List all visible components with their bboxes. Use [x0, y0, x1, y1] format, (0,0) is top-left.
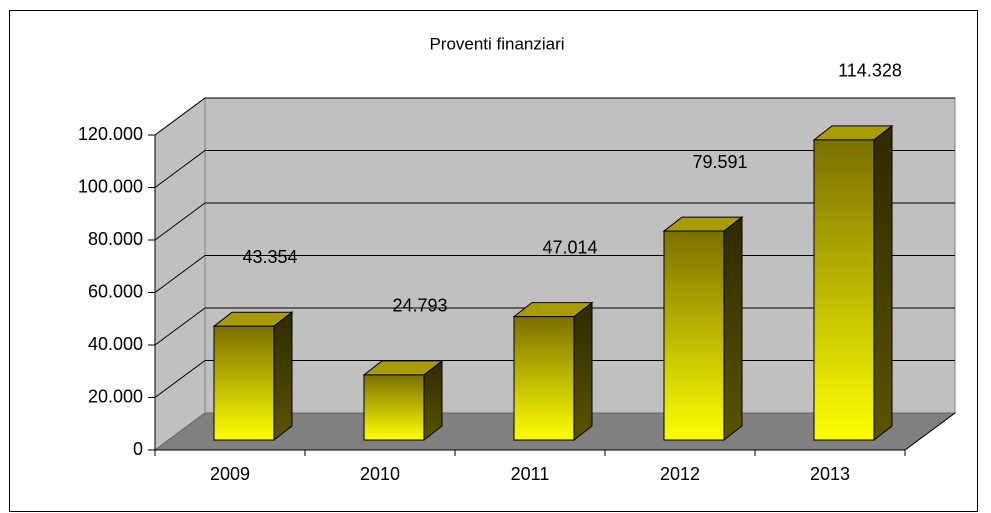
bar-side	[723, 216, 743, 442]
bar-side	[573, 301, 593, 442]
chart-title: Proventi finanziari	[429, 34, 564, 53]
y-tick-label: 0	[133, 439, 143, 459]
y-tick-label: 100.000	[78, 176, 143, 196]
x-tick-label: 2009	[210, 464, 250, 484]
grid-line	[154, 255, 206, 293]
x-tick-label: 2011	[511, 464, 550, 484]
bar	[513, 316, 575, 441]
bar	[213, 325, 275, 441]
value-label: 24.793	[392, 296, 447, 316]
bar	[363, 374, 425, 441]
x-tick-label: 2013	[810, 464, 850, 484]
y-tick-label: 20.000	[88, 386, 143, 406]
grid-line	[154, 97, 206, 136]
x-tick-label: 2012	[660, 464, 700, 484]
grid-line	[154, 150, 206, 188]
value-label: 79.591	[692, 152, 747, 172]
value-label: 114.328	[838, 61, 902, 81]
grid-line	[154, 360, 206, 398]
y-tick-label: 120.000	[78, 124, 143, 144]
x-tick-label: 2010	[360, 464, 400, 484]
y-tick-label: 40.000	[88, 334, 143, 354]
value-label: 47.014	[542, 237, 597, 257]
bar	[813, 139, 875, 441]
floor-edge	[904, 412, 956, 451]
grid-line	[154, 202, 206, 241]
bar-side	[873, 124, 893, 442]
bar-side	[273, 311, 293, 442]
grid-line	[154, 307, 206, 346]
bar	[663, 230, 725, 441]
value-label: 43.354	[242, 247, 297, 267]
y-tick-label: 80.000	[88, 229, 143, 249]
y-tick-label: 60.000	[88, 281, 143, 301]
